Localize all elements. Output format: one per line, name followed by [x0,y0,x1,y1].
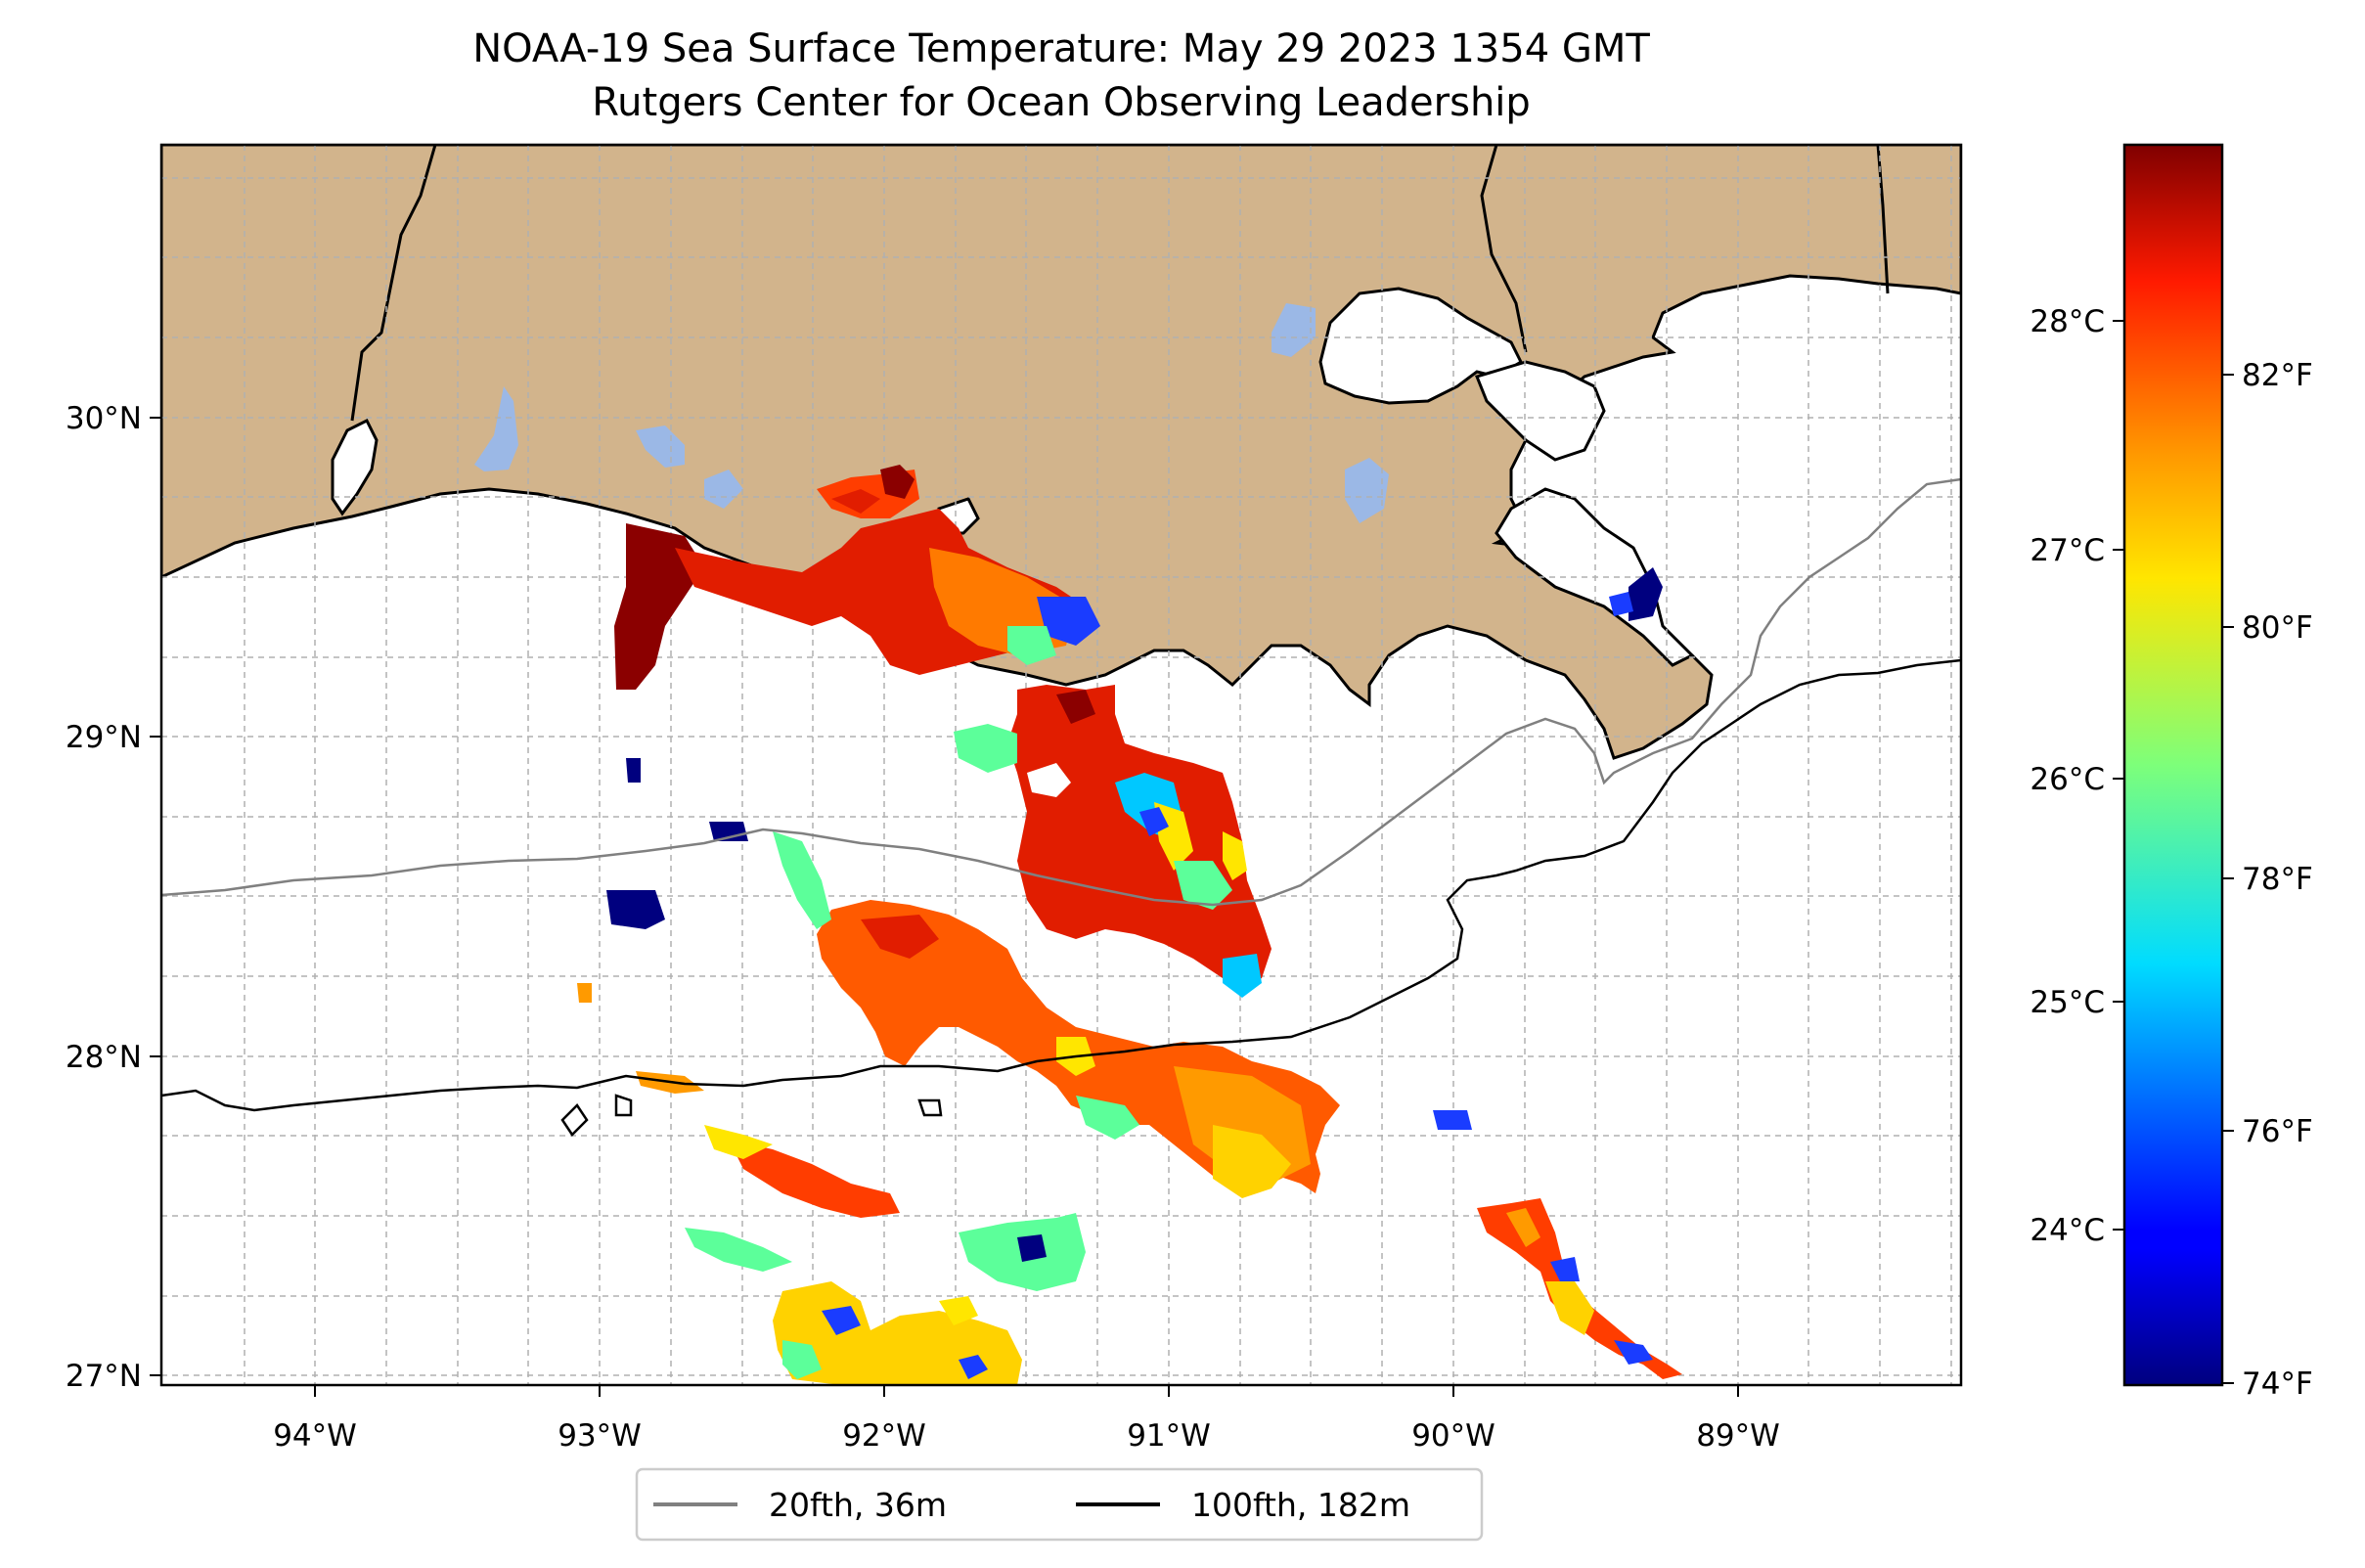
chart-subtitle: Rutgers Center for Ocean Observing Leade… [592,80,1531,125]
colorbar-gradient [2122,143,2224,1387]
celsius-tick-label: 26°C [2030,762,2105,797]
barataria-bay [1474,360,1606,462]
y-axis [150,417,161,1376]
contour-100fth [161,658,1961,1112]
x-tick-label: 89°W [1696,1418,1780,1454]
contour-20fth [161,477,1961,907]
y-tick-label: 27°N [66,1359,142,1394]
y-tick-label: 30°N [66,401,142,436]
x-axis [314,1385,1739,1397]
contour-island-3 [917,1098,943,1117]
sst-data [577,465,1682,1385]
x-tick-label: 91°W [1127,1418,1211,1454]
map-panel [161,145,1961,1385]
legend: 20fth, 36m 100fth, 182m [635,1467,1484,1542]
fahrenheit-tick-label: 80°F [2242,610,2313,646]
map-frame [159,143,1963,1387]
x-tick-label: 93°W [558,1418,642,1454]
y-tick-label: 28°N [66,1040,142,1075]
chart-title: NOAA-19 Sea Surface Temperature: May 29 … [472,26,1650,71]
celsius-tick-label: 24°C [2030,1213,2105,1248]
lake-blue-5 [1345,458,1389,523]
state-border-3 [1876,145,1890,294]
lake-blue-3 [704,470,743,509]
sabine-lake [331,418,379,516]
colorbar: 28°C 27°C 26°C 25°C 24°C 82°F 80°F 78°F … [2030,143,2313,1402]
celsius-tick-label: 27°C [2030,533,2105,568]
fahrenheit-tick-label: 78°F [2242,862,2313,897]
celsius-tick-label: 28°C [2030,304,2105,339]
legend-label-20fth: 20fth, 36m [769,1486,947,1524]
land-louisiana [161,145,1961,760]
lake-blue-2 [636,426,685,468]
legend-label-100fth: 100fth, 182m [1191,1486,1410,1524]
x-tick-label: 92°W [842,1418,926,1454]
contour-island-2 [614,1094,633,1117]
fahrenheit-tick-label: 82°F [2242,358,2313,393]
x-tick-label: 90°W [1411,1418,1495,1454]
fahrenheit-tick-label: 76°F [2242,1114,2313,1149]
legend-box [635,1467,1484,1542]
lake-blue-4 [1272,303,1316,357]
state-border-1 [350,145,437,422]
celsius-tick-label: 25°C [2030,985,2105,1020]
contour-island-1 [560,1103,589,1137]
lake-blue-1 [474,386,518,471]
x-tick-label: 94°W [273,1418,357,1454]
fahrenheit-tick-label: 74°F [2242,1366,2313,1402]
y-tick-label: 29°N [66,720,142,755]
